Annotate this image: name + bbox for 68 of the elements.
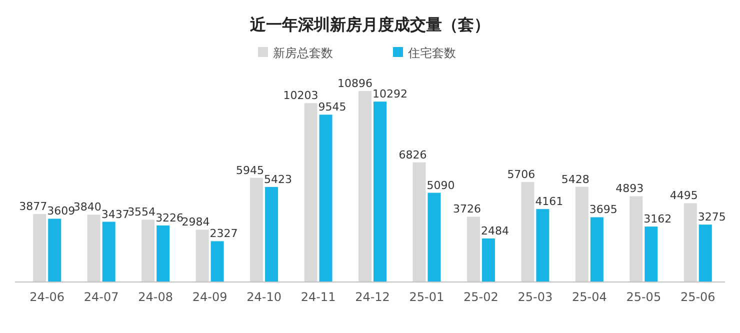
data-label: 2984 <box>182 216 210 229</box>
bar <box>521 182 534 282</box>
bar <box>87 214 100 282</box>
bar <box>265 186 278 282</box>
bar <box>304 103 318 282</box>
data-label: 10203 <box>283 89 318 102</box>
x-tick-label: 25-04 <box>572 290 607 304</box>
x-tick-label: 24-09 <box>192 290 228 304</box>
data-label: 2484 <box>480 224 509 238</box>
x-tick-label: 24-07 <box>84 290 119 304</box>
data-label: 4893 <box>616 182 644 196</box>
x-tick-label: 24-12 <box>355 290 390 304</box>
bar <box>590 217 604 282</box>
bar <box>684 203 697 282</box>
x-tick-label: 25-01 <box>409 290 444 304</box>
x-tick-label: 24-10 <box>246 290 282 304</box>
x-tick-label: 25-06 <box>680 290 716 304</box>
data-label: 3437 <box>101 208 130 221</box>
data-label: 5423 <box>264 172 292 186</box>
data-label: 3275 <box>698 210 726 224</box>
x-tick-label: 24-06 <box>30 290 65 304</box>
legend-label: 新房总套数 <box>273 46 333 60</box>
data-label: 3162 <box>644 212 672 226</box>
bar <box>466 216 480 282</box>
bar <box>374 102 386 282</box>
bar <box>319 114 332 282</box>
bar <box>102 222 116 282</box>
data-label: 6826 <box>398 148 427 162</box>
data-label: 10896 <box>338 77 372 90</box>
bar <box>358 91 372 282</box>
chart-title: 近一年深圳新房月度成交量（套） <box>249 15 490 34</box>
data-label: 3554 <box>128 206 156 219</box>
bar <box>48 218 62 282</box>
data-label: 9545 <box>318 100 346 114</box>
bar <box>482 238 495 282</box>
bar <box>33 214 46 282</box>
data-label: 4161 <box>535 195 564 208</box>
bar <box>142 220 155 282</box>
data-label: 4495 <box>670 189 698 202</box>
bar <box>644 226 658 282</box>
bar <box>575 186 588 282</box>
bar <box>412 162 426 282</box>
data-label: 5428 <box>561 172 590 186</box>
bar <box>250 178 264 282</box>
bar <box>156 225 170 282</box>
x-tick-label: 24-08 <box>138 290 174 304</box>
data-label: 5090 <box>426 178 455 192</box>
legend-label: 住宅套数 <box>407 46 456 60</box>
data-label: 3877 <box>19 200 48 214</box>
data-label: 5945 <box>236 164 264 177</box>
x-tick-label: 24-11 <box>300 290 336 304</box>
x-tick-label: 25-02 <box>464 290 498 304</box>
data-label: 2327 <box>210 227 238 240</box>
bar <box>698 224 712 282</box>
bar <box>536 209 550 282</box>
bar <box>428 192 441 282</box>
data-label: 3840 <box>73 200 102 214</box>
data-label: 3695 <box>589 203 618 216</box>
data-label: 5706 <box>507 168 536 181</box>
x-tick-label: 25-05 <box>626 290 662 304</box>
data-label: 10292 <box>372 88 408 101</box>
data-label: 3226 <box>156 211 184 224</box>
bar <box>196 230 209 282</box>
bar <box>630 196 643 282</box>
data-label: 3609 <box>47 204 76 218</box>
data-label: 3726 <box>452 202 481 216</box>
bar <box>210 241 224 282</box>
x-tick-label: 25-03 <box>518 290 553 304</box>
